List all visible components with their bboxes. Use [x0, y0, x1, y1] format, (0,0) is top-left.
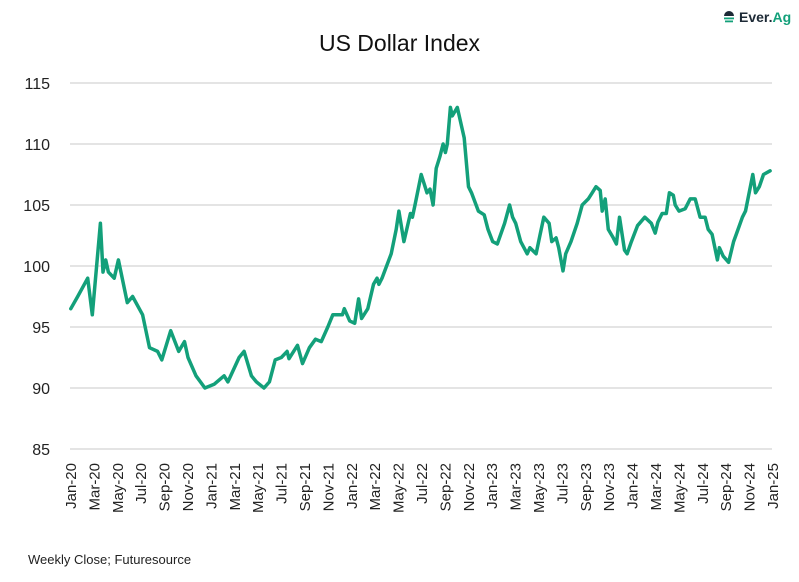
x-tick-label: Jan-21 [203, 463, 220, 509]
x-tick-label: Mar-22 [367, 463, 384, 511]
x-tick-label: Jan-20 [63, 463, 80, 509]
x-tick-label: May-20 [110, 463, 127, 513]
x-tick-label: Nov-21 [320, 463, 337, 511]
x-tick-label: Jul-21 [274, 463, 291, 504]
x-tick-label: May-24 [671, 463, 688, 513]
y-tick-label: 85 [32, 442, 50, 459]
x-tick-label: Nov-23 [601, 463, 618, 511]
chart-title: US Dollar Index [318, 30, 481, 56]
x-tick-label: Jan-25 [765, 463, 782, 509]
x-tick-label: Mar-20 [86, 463, 103, 511]
y-tick-label: 115 [24, 76, 50, 93]
y-tick-label: 100 [23, 259, 50, 276]
x-tick-label: Jul-24 [695, 463, 712, 504]
x-tick-label: Nov-24 [742, 463, 759, 511]
x-tick-label: May-23 [531, 463, 548, 513]
y-tick-label: 110 [24, 137, 50, 154]
y-tick-label: 90 [32, 381, 50, 398]
x-tick-label: Sep-23 [578, 463, 595, 511]
x-tick-label: Jul-23 [554, 463, 571, 504]
x-tick-label: Sep-20 [157, 463, 174, 511]
source-note: Weekly Close; Futuresource [28, 552, 192, 567]
x-tick-label: Jan-22 [344, 463, 361, 509]
ever-ag-logo: Ever.Ag [722, 9, 791, 25]
x-tick-label: Sep-24 [718, 463, 735, 511]
x-tick-label: Nov-20 [180, 463, 197, 511]
x-tick-label: May-21 [250, 463, 267, 513]
x-tick-label: Jul-22 [414, 463, 431, 504]
y-tick-label: 105 [23, 198, 50, 215]
x-tick-label: May-22 [391, 463, 408, 513]
x-tick-label: Sep-21 [297, 463, 314, 511]
x-tick-label: Mar-21 [227, 463, 244, 511]
x-tick-label: Jan-23 [484, 463, 501, 509]
x-tick-label: Jan-24 [625, 463, 642, 509]
series-line [69, 105, 772, 390]
x-tick-label: Mar-23 [508, 463, 525, 511]
x-tick-label: Mar-24 [648, 463, 665, 511]
x-tick-label: Nov-22 [461, 463, 478, 511]
x-tick-label: Sep-22 [437, 463, 454, 511]
y-tick-label: 95 [32, 320, 50, 337]
x-tick-label: Jul-20 [133, 463, 150, 504]
ever-ag-logo-icon [724, 11, 734, 23]
